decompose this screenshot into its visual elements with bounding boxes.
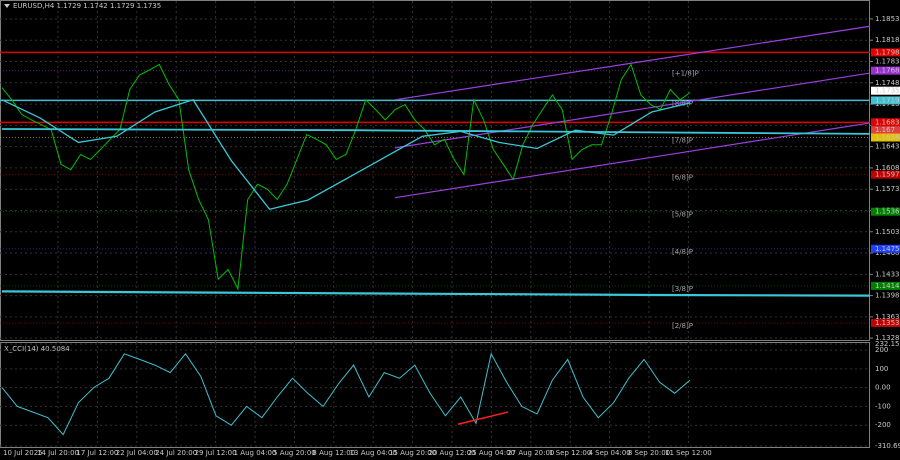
series-line: [1, 99, 691, 211]
level-box: [871, 318, 900, 327]
osc-tick-label: 232.1533: [875, 340, 900, 348]
y-tick-label: 1.1783: [875, 58, 900, 66]
divergence-line: [457, 411, 509, 425]
series-line: [1, 63, 691, 291]
y-tick-label: 1.1503: [875, 228, 900, 236]
y-tick-label: 1.1643: [875, 143, 900, 151]
x-tick-label: 4 Sep 04:00: [588, 449, 630, 457]
level-value: 1.1683: [875, 118, 900, 126]
level-value: 1.1735: [875, 87, 900, 95]
level-box: [871, 244, 900, 253]
series-line: [1, 290, 871, 297]
level-label: [6/8]P: [672, 174, 693, 182]
y-tick-label: 1.1608: [875, 164, 900, 172]
x-tick-label: 11 Sep 12:00: [665, 449, 712, 457]
y-tick-label: 1.1818: [875, 36, 900, 44]
y-tick-label: 1.1853: [875, 15, 900, 23]
osc-tick-label: -100: [875, 402, 891, 410]
y-tick-label: 1.1328: [875, 334, 900, 342]
level-value: 1.1536: [875, 208, 900, 216]
level-value: 1.1798: [875, 48, 900, 56]
y-tick-label: 1.1748: [875, 79, 900, 87]
y-tick-label: 1.1468: [875, 249, 900, 257]
level-box: [871, 133, 900, 142]
osc-tick-label: -200: [875, 421, 891, 429]
x-tick-label: 17 Jul 12:00: [76, 449, 118, 457]
level-box: [871, 170, 900, 179]
level-value: 1.1475: [875, 245, 900, 253]
level-label: [5/8]P: [672, 211, 693, 219]
osc-tick-label: -310.6915: [875, 442, 900, 450]
channel-line: [394, 25, 871, 101]
x-tick-label: 14 Jul 20:00: [37, 449, 79, 457]
y-tick-label: 1.1433: [875, 270, 900, 278]
chart-title: EURUSD,H4 1.1729 1.1742 1.1729 1.1735: [13, 2, 161, 10]
price-panel-frame: [0, 0, 870, 341]
x-tick-label: 8 Sep 20:00: [628, 449, 670, 457]
y-tick-label: 1.1363: [875, 313, 900, 321]
level-box: [871, 48, 900, 57]
level-value: 1.1658: [875, 134, 900, 142]
x-tick-label: 24 Jul 20:00: [155, 449, 197, 457]
x-tick-label: 29 Jul 12:00: [195, 449, 237, 457]
y-tick-label: 1.1398: [875, 292, 900, 300]
x-tick-label: 13 Aug 04:00: [350, 449, 397, 457]
channel-line: [394, 122, 871, 199]
x-tick-label: 27 Aug 20:00: [507, 449, 554, 457]
oscillator-title: X_CCI(14) 40.5084: [4, 345, 70, 353]
series-line: [1, 352, 691, 436]
x-tick-label: 1 Aug 04:00: [234, 449, 277, 457]
level-value: 1.1768: [875, 67, 900, 75]
x-tick-label: 15 Aug 20:00: [389, 449, 436, 457]
level-value: 1.1597: [875, 171, 900, 179]
series-line: [1, 128, 871, 135]
x-tick-label: 10 Jul 2025: [3, 449, 43, 457]
level-box: [871, 96, 900, 105]
level-label: [3/8]P: [672, 285, 693, 293]
level-value: 1.1414: [875, 282, 900, 290]
x-tick-label: 20 Aug 12:00: [428, 449, 475, 457]
x-tick-label: 1 Sep 12:00: [549, 449, 591, 457]
level-box: [871, 66, 900, 75]
level-value: 1.1719: [875, 96, 900, 104]
y-tick-label: 1.1573: [875, 185, 900, 193]
symbol-icon: [4, 4, 10, 8]
oscillator-panel-frame: [0, 342, 870, 448]
level-box: [871, 126, 900, 135]
x-tick-label: 8 Aug 12:00: [312, 449, 355, 457]
osc-tick-label: 100: [875, 365, 888, 373]
level-box: [871, 118, 900, 127]
osc-tick-label: 200: [875, 346, 888, 354]
level-box: [871, 207, 900, 216]
level-value: 1.167: [875, 126, 895, 134]
level-label: [8/8]P: [672, 99, 693, 107]
x-tick-label: 25 Aug 04:00: [468, 449, 515, 457]
level-box: [871, 86, 900, 95]
level-box: [871, 281, 900, 290]
level-label: [2/8]P: [672, 322, 693, 330]
level-label: [+1/8]P: [672, 70, 699, 78]
osc-tick-label: 0.00: [875, 384, 891, 392]
level-value: 1.1353: [875, 319, 900, 327]
x-tick-label: 5 Aug 20:00: [273, 449, 316, 457]
level-label: [4/8]P: [672, 248, 693, 256]
level-label: [7/8]P: [672, 137, 693, 145]
x-tick-label: 22 Jul 04:00: [116, 449, 158, 457]
